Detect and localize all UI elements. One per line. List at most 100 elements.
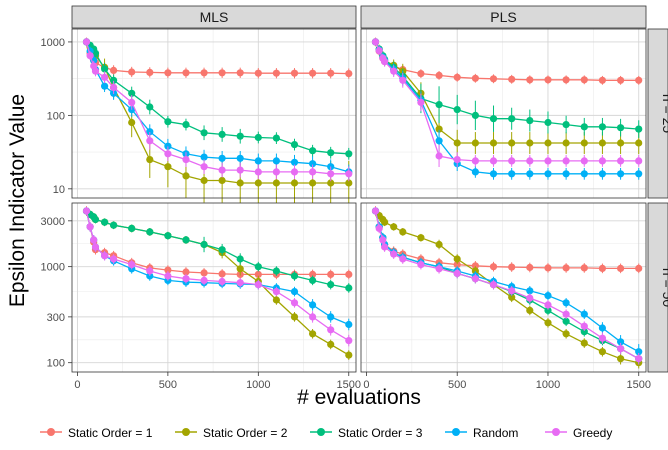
data-point — [526, 294, 534, 302]
panel-border — [360, 28, 647, 199]
data-point — [617, 157, 625, 165]
panel-mls-n-25 — [71, 28, 357, 206]
data-point — [272, 179, 280, 187]
data-point — [453, 269, 461, 277]
data-point — [327, 179, 335, 187]
facet-strip-n-50 — [647, 202, 668, 373]
data-point — [182, 236, 190, 244]
data-point — [309, 276, 317, 284]
data-point — [453, 261, 461, 269]
data-point — [508, 293, 516, 301]
data-point — [598, 157, 607, 165]
x-axis-label: # evaluations — [297, 386, 421, 409]
data-point — [598, 170, 607, 178]
data-point — [110, 83, 118, 92]
data-point — [417, 98, 425, 106]
legend-key-point — [552, 428, 560, 436]
data-point — [182, 156, 190, 164]
data-point — [435, 125, 443, 133]
data-point — [580, 310, 588, 318]
data-point — [290, 313, 299, 321]
legend-label: Static Order = 3 — [338, 426, 423, 440]
data-point — [598, 324, 607, 332]
data-point — [417, 261, 425, 269]
legend-item-static-order-3: Static Order = 3 — [310, 426, 423, 440]
data-point — [146, 156, 154, 164]
data-point — [164, 163, 172, 171]
data-point — [309, 160, 317, 168]
data-point — [101, 82, 109, 90]
data-point — [526, 139, 534, 147]
x-tick-label: 0 — [363, 379, 369, 391]
data-point — [617, 139, 625, 147]
data-point — [435, 152, 443, 160]
data-point — [508, 287, 516, 295]
series-static-order-3 — [82, 38, 353, 160]
data-point — [375, 47, 383, 55]
data-point — [110, 66, 118, 74]
data-point — [146, 128, 154, 136]
x-tick-label: 500 — [159, 379, 177, 391]
data-point — [508, 157, 516, 165]
data-point — [345, 351, 353, 359]
data-point — [580, 123, 588, 131]
data-point — [399, 76, 407, 84]
series-greedy — [82, 38, 353, 182]
data-point — [182, 275, 190, 283]
y-tick-label: 100 — [47, 358, 65, 370]
data-point — [327, 69, 335, 77]
data-point — [236, 265, 244, 273]
data-point — [526, 157, 534, 165]
data-point — [453, 139, 461, 147]
data-point — [580, 339, 588, 347]
legend-key-point — [182, 428, 190, 436]
data-point — [146, 267, 154, 275]
data-point — [91, 243, 100, 251]
data-point — [617, 170, 625, 178]
legend-label: Static Order = 2 — [203, 426, 288, 440]
data-point — [236, 154, 244, 162]
data-point — [82, 207, 91, 215]
data-point — [526, 117, 534, 125]
data-point — [580, 157, 588, 165]
data-point — [544, 139, 552, 147]
data-point — [598, 139, 607, 147]
data-point — [371, 38, 380, 46]
data-point — [345, 170, 353, 178]
y-tick-label: 1000 — [41, 37, 65, 49]
data-point — [164, 272, 172, 280]
data-point — [598, 348, 607, 356]
data-point — [435, 265, 443, 273]
data-point — [200, 163, 208, 171]
data-point — [82, 38, 91, 46]
legend-item-random: Random — [445, 426, 518, 440]
data-point — [128, 89, 136, 97]
data-point — [471, 168, 479, 176]
data-point — [164, 118, 172, 126]
data-point — [146, 228, 154, 236]
data-point — [390, 250, 398, 258]
data-point — [327, 340, 335, 348]
data-point — [90, 236, 98, 244]
data-point — [508, 139, 516, 147]
legend-item-static-order-1: Static Order = 1 — [40, 426, 153, 440]
data-point — [489, 75, 498, 83]
data-point — [236, 69, 244, 77]
data-point — [345, 270, 353, 278]
data-point — [182, 121, 190, 129]
data-point — [327, 270, 335, 278]
data-point — [272, 267, 280, 275]
data-point — [290, 168, 299, 176]
data-point — [562, 157, 570, 165]
data-point — [182, 268, 190, 276]
data-point — [453, 156, 461, 164]
data-point — [526, 263, 534, 272]
data-point — [471, 111, 479, 119]
data-point — [101, 65, 109, 73]
y-axis-label: Epsilon Indicator Value — [6, 94, 29, 307]
data-point — [435, 101, 443, 109]
data-point — [309, 313, 317, 321]
legend-label: Greedy — [573, 426, 612, 440]
x-tick-label: 1500 — [626, 379, 650, 391]
data-point — [471, 267, 479, 275]
